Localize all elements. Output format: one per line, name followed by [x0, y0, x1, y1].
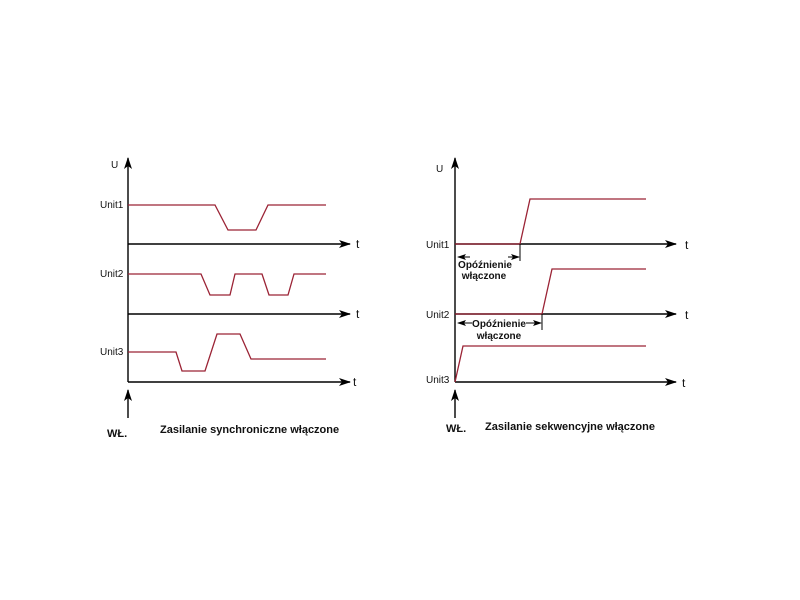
- right-power-on-label: WŁ.: [446, 423, 466, 435]
- delay2-label-line1: Opóźnienie: [472, 319, 526, 330]
- synchronous-diagram: U t t t Unit1 Unit2 Unit3 WŁ. Zasilanie …: [100, 157, 360, 440]
- delay1-label-line1: Opóźnienie: [458, 260, 512, 271]
- left-unit3-signal: [128, 333, 326, 372]
- right-t-label-3: t: [682, 376, 686, 390]
- sequential-diagram: U t t t Unit1 Unit2 Unit3 Opóźnienie włą…: [426, 157, 689, 435]
- left-unit2-label: Unit2: [100, 269, 124, 280]
- right-unit1-label: Unit1: [426, 240, 450, 251]
- right-unit2-label: Unit2: [426, 310, 450, 321]
- delay2-label-line2: włączone: [476, 331, 522, 342]
- left-t-label-2: t: [356, 307, 360, 321]
- right-unit3-label: Unit3: [426, 375, 450, 386]
- left-unit2-signal: [128, 273, 326, 296]
- left-t-label-1: t: [356, 237, 360, 251]
- right-caption: Zasilanie sekwencyjne włączone: [485, 421, 655, 433]
- right-t-label-1: t: [685, 238, 689, 252]
- right-unit3-signal: [454, 345, 646, 383]
- right-unit2-signal: [455, 268, 646, 315]
- delay1-label-line2: włączone: [461, 271, 507, 282]
- left-u-label: U: [111, 160, 118, 171]
- left-unit1-signal: [128, 204, 326, 231]
- left-caption: Zasilanie synchroniczne włączone: [160, 424, 339, 436]
- left-power-on-label: WŁ.: [107, 428, 127, 440]
- left-t-label-3: t: [353, 375, 357, 389]
- right-u-label: U: [436, 164, 443, 175]
- right-unit1-signal: [455, 198, 646, 245]
- right-t-label-2: t: [685, 308, 689, 322]
- left-unit1-label: Unit1: [100, 200, 124, 211]
- left-unit3-label: Unit3: [100, 347, 124, 358]
